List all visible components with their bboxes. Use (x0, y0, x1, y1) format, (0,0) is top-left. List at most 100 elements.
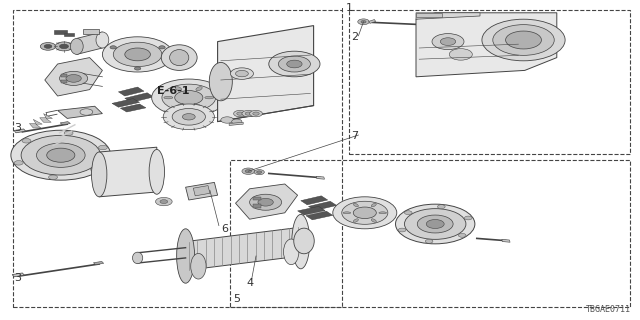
Text: 3: 3 (14, 123, 21, 133)
Polygon shape (218, 26, 314, 122)
Circle shape (60, 71, 88, 85)
Circle shape (11, 130, 111, 180)
Polygon shape (120, 104, 146, 112)
Ellipse shape (191, 253, 206, 279)
Polygon shape (253, 204, 261, 208)
Circle shape (110, 46, 116, 49)
Ellipse shape (284, 239, 299, 265)
Circle shape (113, 42, 162, 67)
Ellipse shape (177, 229, 195, 283)
Ellipse shape (96, 32, 109, 48)
Polygon shape (229, 122, 243, 125)
Polygon shape (99, 147, 157, 197)
Circle shape (242, 110, 255, 117)
Polygon shape (61, 74, 67, 77)
Circle shape (55, 42, 73, 51)
Circle shape (253, 112, 259, 115)
Ellipse shape (205, 96, 214, 99)
Circle shape (449, 49, 472, 60)
Polygon shape (60, 122, 70, 125)
Bar (13, 10, 342, 307)
Text: 1: 1 (346, 3, 353, 13)
Circle shape (465, 216, 472, 220)
Circle shape (333, 197, 397, 229)
Polygon shape (316, 176, 324, 179)
Circle shape (250, 110, 262, 117)
Text: 7: 7 (351, 131, 358, 141)
Circle shape (482, 19, 565, 61)
Ellipse shape (164, 96, 173, 99)
Polygon shape (29, 119, 42, 128)
Text: TBGAE0711: TBGAE0711 (586, 305, 630, 314)
Circle shape (438, 205, 445, 209)
Circle shape (506, 31, 541, 49)
Ellipse shape (175, 104, 182, 108)
Polygon shape (502, 239, 510, 242)
Circle shape (361, 20, 366, 23)
Circle shape (66, 75, 81, 82)
Circle shape (254, 170, 264, 175)
Circle shape (22, 139, 31, 143)
Circle shape (91, 167, 100, 172)
Circle shape (125, 48, 150, 61)
Circle shape (21, 135, 100, 175)
Circle shape (258, 198, 273, 206)
Circle shape (134, 67, 141, 70)
Bar (83, 29, 99, 34)
Text: 2: 2 (351, 32, 358, 42)
Bar (230, 160, 630, 307)
Circle shape (152, 79, 226, 116)
Ellipse shape (161, 45, 197, 70)
Polygon shape (306, 211, 333, 220)
Circle shape (404, 209, 466, 239)
Circle shape (36, 143, 85, 167)
Polygon shape (64, 33, 74, 36)
Circle shape (237, 112, 243, 115)
Circle shape (14, 161, 23, 165)
Polygon shape (301, 196, 328, 205)
Circle shape (257, 171, 262, 173)
Circle shape (162, 84, 216, 111)
Bar (416, 13, 442, 17)
Circle shape (342, 201, 388, 224)
Circle shape (232, 119, 242, 124)
Text: 5: 5 (234, 294, 241, 304)
Circle shape (432, 34, 464, 50)
Polygon shape (186, 182, 218, 200)
Ellipse shape (196, 87, 202, 91)
Circle shape (175, 91, 203, 105)
Polygon shape (186, 227, 301, 270)
Circle shape (440, 38, 456, 45)
Circle shape (221, 117, 234, 123)
Polygon shape (253, 197, 261, 200)
Polygon shape (112, 99, 140, 107)
Circle shape (493, 25, 554, 55)
Polygon shape (40, 114, 52, 122)
Ellipse shape (343, 212, 351, 214)
Polygon shape (416, 13, 480, 19)
Circle shape (160, 200, 168, 204)
Circle shape (230, 68, 253, 79)
Text: 4: 4 (246, 278, 253, 288)
Circle shape (182, 114, 195, 120)
Polygon shape (369, 20, 376, 23)
Circle shape (278, 56, 310, 72)
Circle shape (425, 239, 433, 243)
Circle shape (426, 220, 444, 228)
Bar (349, 10, 630, 154)
Polygon shape (308, 201, 337, 211)
Circle shape (245, 170, 252, 173)
Polygon shape (54, 30, 67, 34)
Circle shape (60, 44, 68, 49)
Circle shape (396, 204, 475, 244)
Circle shape (102, 37, 173, 72)
Circle shape (242, 168, 255, 174)
Ellipse shape (70, 38, 83, 54)
Circle shape (172, 108, 205, 125)
Polygon shape (298, 206, 325, 215)
Circle shape (236, 70, 248, 77)
Polygon shape (118, 87, 144, 96)
Circle shape (47, 148, 75, 162)
Circle shape (404, 211, 412, 215)
Circle shape (64, 131, 73, 135)
